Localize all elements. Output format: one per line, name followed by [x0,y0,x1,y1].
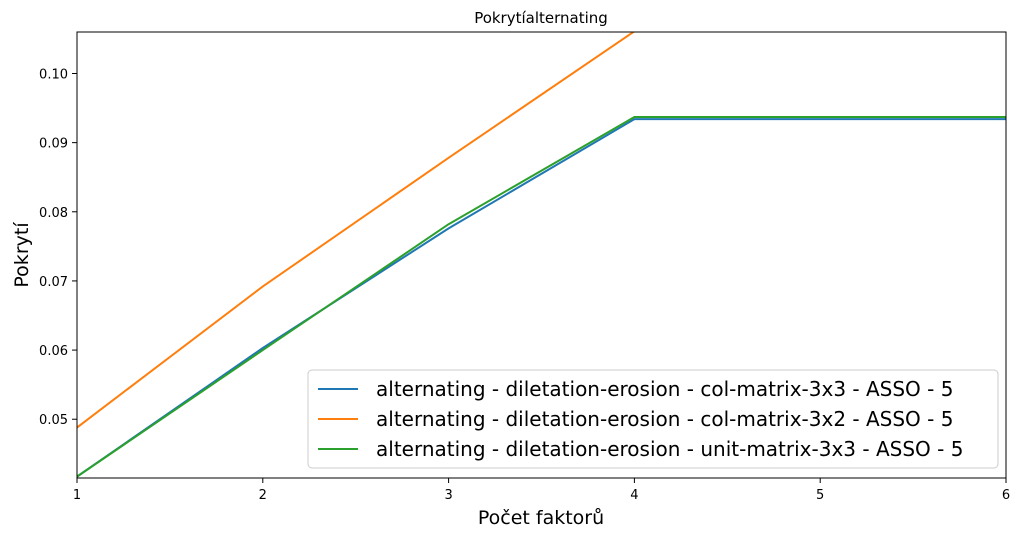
legend-label: alternating - diletation-erosion - col-m… [376,377,953,401]
x-tick-label: 5 [816,488,824,503]
x-axis: 1 2 3 4 5 6 [73,478,1010,503]
x-tick-label: 4 [630,488,638,503]
x-tick-label: 3 [444,488,452,503]
x-tick-label: 2 [259,488,267,503]
series-layer [77,32,1006,478]
chart-title: Pokrytíalternating [474,9,608,27]
y-tick-label: 0.10 [39,67,68,82]
y-tick-label: 0.06 [39,344,68,359]
y-axis: 0.05 0.06 0.07 0.08 0.09 0.10 [39,67,77,428]
y-tick-label: 0.09 [39,137,68,152]
legend-box [307,369,999,469]
y-axis-title: Pokrytí [11,222,33,288]
y-tick-label: 0.07 [39,275,68,290]
y-tick-label: 0.05 [39,413,68,428]
legend-entries: alternating - diletation-erosion - col-m… [318,377,963,461]
x-axis-title: Počet faktorů [478,507,604,529]
series-line-3 [77,116,1006,478]
legend-label: alternating - diletation-erosion - unit-… [376,437,963,461]
series-line-2 [77,32,1006,429]
series-line-1 [77,118,1006,478]
x-tick-label: 6 [1002,488,1010,503]
legend: alternating - diletation-erosion - col-m… [307,369,999,469]
x-tick-label: 1 [73,488,81,503]
legend-label: alternating - diletation-erosion - col-m… [376,407,953,431]
plot-frame [76,31,1007,479]
y-tick-label: 0.08 [39,206,68,221]
